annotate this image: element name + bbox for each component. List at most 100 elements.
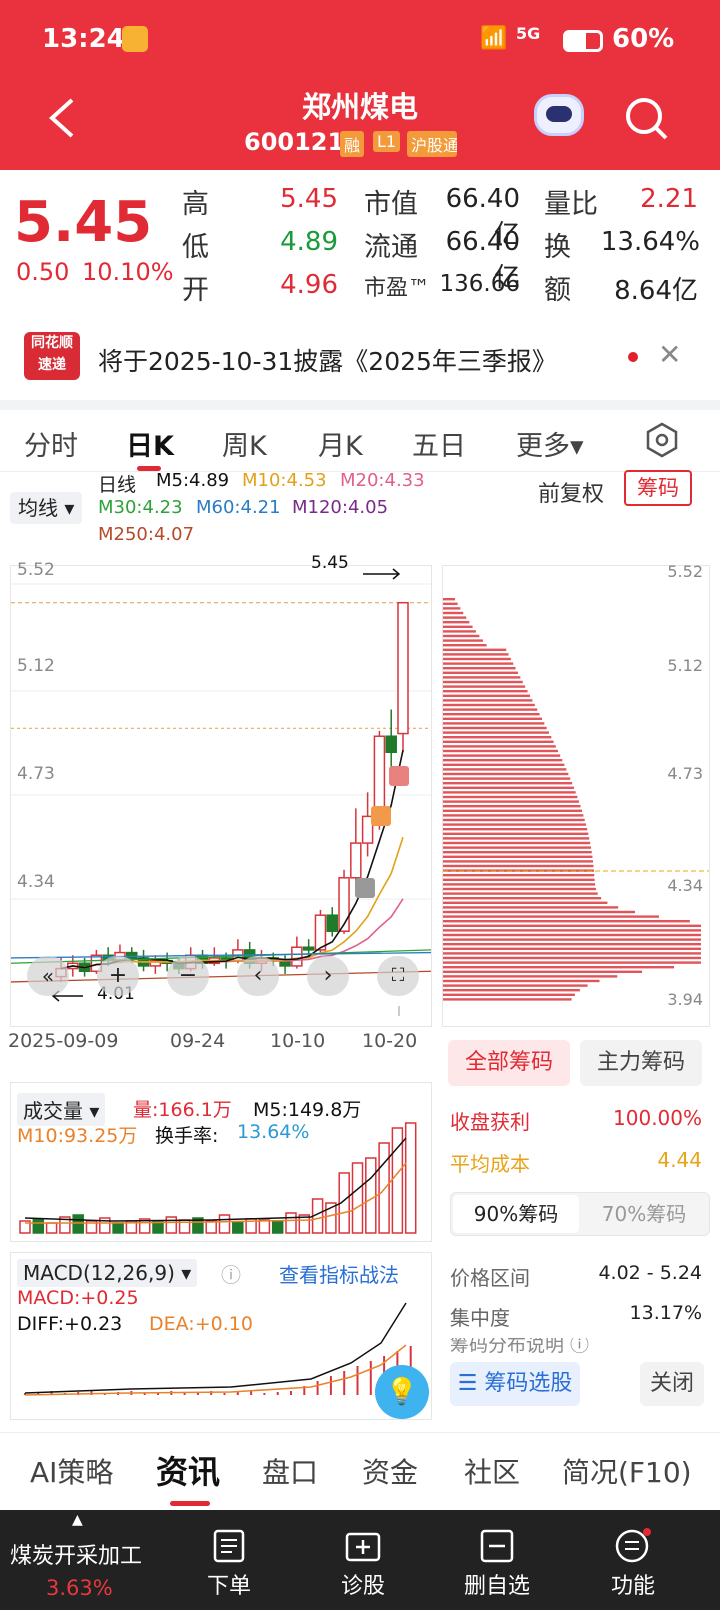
float-label: 流通 (364, 232, 418, 263)
y-label-2: 5.12 (17, 656, 55, 676)
price-range-value: 4.02 - 5.24 (598, 1262, 702, 1284)
turnover-value: 13.64% (600, 227, 700, 257)
tab-weekly-k[interactable]: 周K (222, 431, 267, 462)
chip-bar (443, 736, 552, 739)
all-chips-tab[interactable]: 全部筹码 (448, 1040, 570, 1086)
chip-select-button[interactable]: ☰ 筹码选股 (450, 1362, 580, 1406)
chip-90-button[interactable]: 90%筹码 (453, 1195, 579, 1233)
open-label: 开 (182, 275, 209, 306)
expand-up-icon[interactable]: ▲ (72, 1512, 83, 1528)
chip-bar (443, 694, 530, 697)
candle-body (314, 914, 327, 951)
chip-bar (443, 887, 596, 891)
avg-cost-value: 4.44 (657, 1148, 702, 1172)
chip-bar (443, 648, 507, 651)
chip-bar (443, 855, 593, 858)
chip-toggle-button[interactable]: 筹码 (624, 470, 692, 506)
scroll-right-button[interactable]: › (307, 956, 349, 996)
volume-selector[interactable]: 成交量 ▾ (17, 1093, 106, 1126)
chip-bar (443, 703, 535, 707)
tab-orderbook[interactable]: 盘口 (262, 1456, 319, 1489)
chip-bar (443, 685, 526, 688)
price-range-label: 价格区间 (450, 1266, 530, 1290)
tab-five-day[interactable]: 五日 (412, 431, 466, 462)
volume-value: 量:166.1万 (133, 1099, 232, 1121)
volume-bar (404, 1122, 417, 1234)
ma250-line (11, 970, 431, 983)
chip-bar (443, 786, 574, 789)
candle-body (397, 601, 409, 735)
zoom-out-button[interactable]: − (167, 956, 209, 996)
volume-bar (338, 1172, 350, 1234)
ma-selector[interactable]: 均线 ▾ (10, 492, 82, 524)
notice-text[interactable]: 将于2025-10-31披露《2025年三季报》 (98, 347, 557, 376)
trade-marker (371, 806, 391, 826)
settings-hex-icon[interactable] (644, 422, 680, 458)
rewind-button[interactable]: « (27, 956, 69, 996)
news-tab-indicator (170, 1501, 210, 1506)
function-button[interactable]: 功能 (578, 1528, 688, 1600)
chip-bar (443, 901, 608, 904)
help-icon[interactable]: ⓘ (221, 1263, 241, 1287)
kline-chart[interactable]: 5.52 5.12 4.73 4.34 5.45 4.01 « + − ‹ › … (10, 553, 432, 1027)
macd-selector[interactable]: MACD(12,26,9) ▾ (17, 1259, 198, 1287)
tab-news[interactable]: 资讯 (156, 1453, 221, 1491)
tab-capital[interactable]: 资金 (362, 1456, 419, 1489)
lightbulb-icon[interactable]: 💡 (375, 1365, 429, 1419)
sector-name[interactable]: 煤炭开采加工 (10, 1544, 143, 1569)
chip-bar (443, 634, 480, 638)
search-icon[interactable] (624, 96, 670, 142)
adjust-mode[interactable]: 前复权 (538, 482, 605, 507)
tab-more[interactable]: 更多▾ (516, 431, 584, 462)
info-tabs: AI策略 资讯 盘口 资金 社区 简况(F10) (0, 1432, 720, 1510)
chip-bar (443, 910, 636, 914)
chip-bar (443, 970, 643, 973)
zoom-in-button[interactable]: + (97, 956, 139, 996)
fullscreen-button[interactable]: ⛶ (377, 956, 419, 996)
amount-label: 额 (544, 275, 571, 306)
chip-bar (443, 602, 458, 605)
chip-70-button[interactable]: 70%筹码 (601, 1202, 687, 1226)
float-value: 66.40亿 (445, 227, 520, 293)
volume-bar (258, 1219, 271, 1234)
tab-monthly-k[interactable]: 月K (318, 431, 363, 462)
chip-bar (443, 644, 487, 647)
chip-y-3: 4.73 (667, 764, 703, 783)
tab-daily-k[interactable]: 日K (126, 431, 174, 462)
volume-bar (59, 1216, 71, 1234)
volume-bar (325, 1202, 337, 1234)
chip-bar (443, 998, 572, 1001)
chip-close-button[interactable]: 关闭 (640, 1362, 704, 1406)
tab-ai-strategy[interactable]: AI策略 (30, 1456, 114, 1489)
main-chips-tab[interactable]: 主力筹码 (580, 1040, 702, 1086)
avg-cost-label: 平均成本 (450, 1152, 530, 1176)
volume-ma10-line (25, 1162, 407, 1224)
robot-assistant-icon[interactable] (534, 94, 584, 136)
tab-f10[interactable]: 简况(F10) (562, 1456, 692, 1489)
volume-bar (192, 1217, 204, 1234)
chip-bar (443, 749, 558, 753)
scroll-left-button[interactable]: ‹ (237, 956, 279, 996)
tab-intraday[interactable]: 分时 (24, 431, 78, 462)
chip-desc-link[interactable]: 筹码分布说明 ⓘ (450, 1338, 590, 1354)
margin-badge: 融 (340, 131, 365, 157)
close-icon[interactable]: ✕ (658, 338, 682, 371)
high-arrow-head (392, 568, 401, 580)
app-header: 13:24 📶 5G 60% 郑州煤电 600121 融 L1 沪股通 (0, 0, 720, 170)
chip-bar (443, 952, 701, 955)
chip-bar (443, 800, 579, 803)
volume-bar (378, 1142, 390, 1234)
order-button[interactable]: 下单 (174, 1528, 284, 1600)
chip-bar (443, 662, 514, 665)
tab-community[interactable]: 社区 (464, 1456, 521, 1489)
diagnose-button[interactable]: 诊股 (308, 1528, 418, 1600)
ma5: M5:4.89 (156, 470, 230, 491)
chip-bar (443, 841, 591, 845)
chip-bar (443, 731, 550, 734)
chip-bar (443, 759, 563, 762)
remove-watchlist-button[interactable]: 删自选 (442, 1528, 552, 1600)
back-icon[interactable] (46, 96, 76, 140)
volume-bar (138, 1218, 151, 1234)
indicator-strategy-link[interactable]: 查看指标战法 (279, 1263, 399, 1287)
notice-banner[interactable]: 同花顺 速递 将于2025-10-31披露《2025年三季报》 ✕ (0, 330, 720, 400)
